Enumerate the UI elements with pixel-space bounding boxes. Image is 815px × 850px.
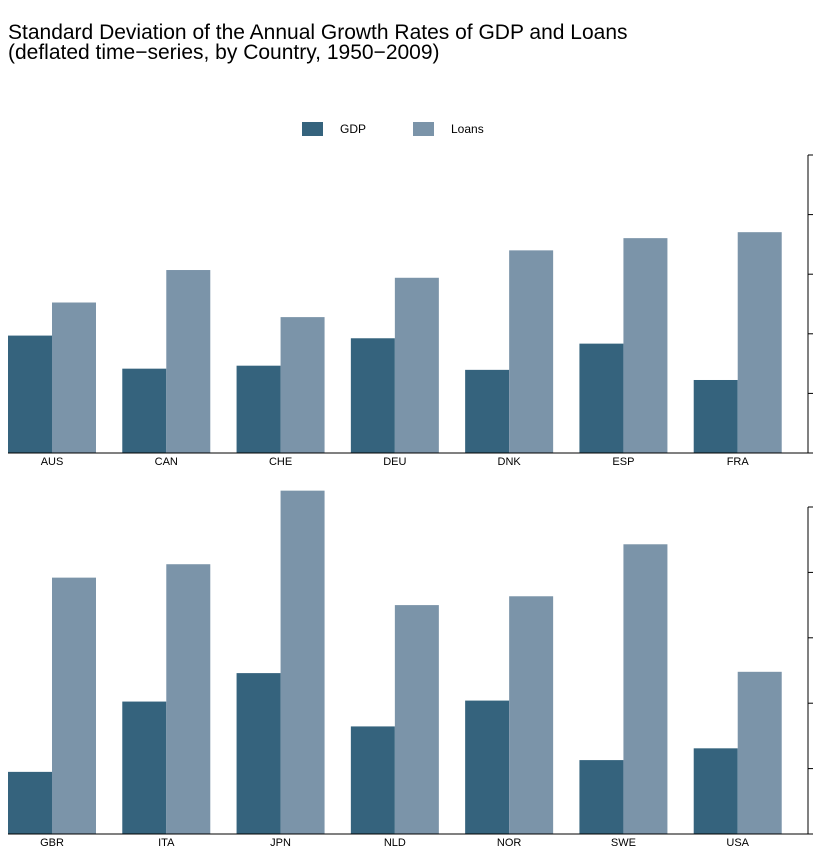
x-tick-label-esp: ESP	[612, 456, 634, 468]
bar-gbr-gdp	[8, 771, 52, 834]
x-tick-label-ita: ITA	[158, 837, 175, 849]
bar-aus-gdp	[8, 335, 52, 453]
bar-jpn-gdp	[236, 673, 281, 834]
legend-label-1: Loans	[451, 122, 484, 136]
bar-fra-loans	[737, 232, 782, 453]
bar-jpn-loans	[280, 490, 325, 834]
bar-che-loans	[280, 317, 325, 453]
chart-title: Standard Deviation of the Annual Growth …	[8, 21, 628, 44]
x-tick-label-aus: AUS	[41, 456, 64, 468]
bar-swe-gdp	[579, 760, 624, 834]
x-tick-label-usa: USA	[726, 837, 749, 849]
bar-ita-gdp	[122, 701, 167, 834]
bar-swe-loans	[623, 544, 668, 834]
bar-nld-loans	[394, 605, 439, 834]
bar-deu-gdp	[350, 338, 395, 453]
x-tick-label-fra: FRA	[727, 456, 750, 468]
bar-dnk-loans	[509, 250, 554, 453]
x-tick-label-jpn: JPN	[270, 837, 291, 849]
x-tick-label-dnk: DNK	[498, 456, 522, 468]
bar-gbr-loans	[52, 577, 96, 834]
x-tick-label-che: CHE	[269, 456, 292, 468]
bar-nor-loans	[509, 596, 554, 834]
bar-esp-loans	[623, 238, 668, 453]
bar-fra-gdp	[693, 379, 738, 453]
bar-dnk-gdp	[465, 369, 510, 453]
legend-swatch-1	[413, 122, 434, 136]
x-tick-label-nor: NOR	[497, 837, 522, 849]
legend-label-0: GDP	[340, 122, 366, 136]
bar-deu-loans	[394, 277, 439, 453]
x-tick-label-deu: DEU	[383, 456, 406, 468]
legend-swatch-0	[302, 122, 323, 136]
x-tick-label-can: CAN	[155, 456, 178, 468]
x-tick-label-nld: NLD	[384, 837, 406, 849]
bar-ita-loans	[166, 564, 211, 834]
x-tick-label-swe: SWE	[611, 837, 636, 849]
bar-aus-loans	[52, 302, 96, 453]
bar-che-gdp	[236, 365, 281, 453]
chart-subtitle: (deflated time−series, by Country, 1950−…	[8, 41, 440, 64]
bar-esp-gdp	[579, 343, 624, 453]
x-tick-label-gbr: GBR	[40, 837, 64, 849]
bar-usa-gdp	[693, 748, 738, 834]
bar-can-loans	[166, 270, 211, 453]
bar-usa-loans	[737, 671, 782, 834]
bar-nor-gdp	[465, 700, 510, 834]
bar-can-gdp	[122, 368, 167, 453]
bar-nld-gdp	[350, 726, 395, 834]
